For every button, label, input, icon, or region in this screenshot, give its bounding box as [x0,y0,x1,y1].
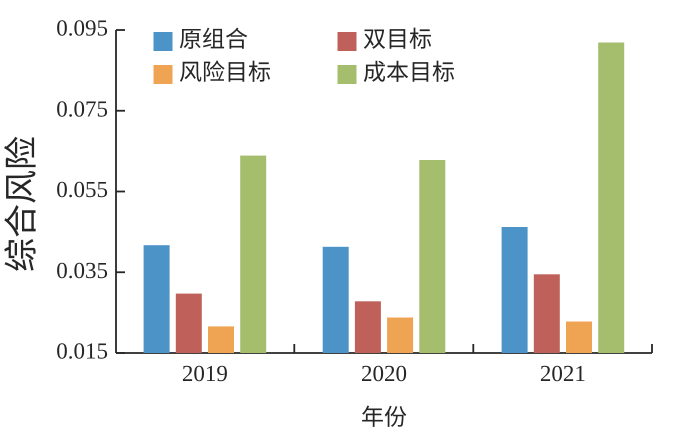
svg-text:2021: 2021 [540,361,586,386]
svg-text:0.055: 0.055 [56,177,108,202]
svg-text:0.015: 0.015 [56,339,108,364]
svg-text:成本目标: 成本目标 [363,59,455,85]
svg-text:原组合: 原组合 [179,26,248,52]
svg-text:年份: 年份 [361,404,407,430]
svg-text:0.075: 0.075 [56,96,108,121]
svg-text:风险目标: 风险目标 [179,59,271,85]
svg-text:2020: 2020 [361,361,407,386]
svg-text:0.035: 0.035 [56,258,108,283]
svg-text:双目标: 双目标 [363,26,432,52]
svg-text:综合风险: 综合风险 [3,136,41,272]
svg-text:0.095: 0.095 [56,16,108,41]
svg-text:2019: 2019 [182,361,228,386]
